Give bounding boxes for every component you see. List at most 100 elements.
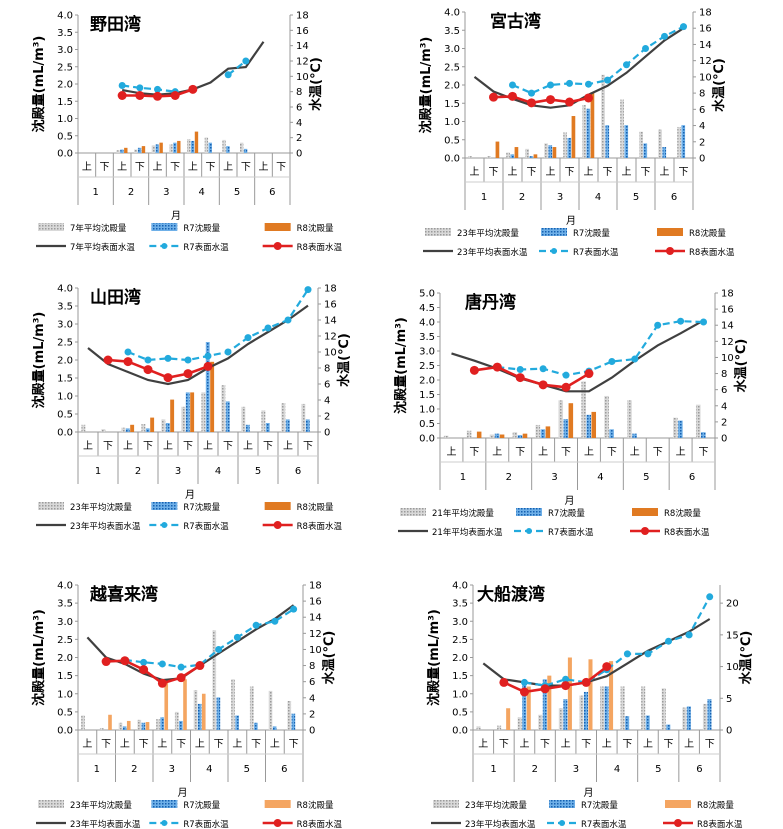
x-tick-label: 下 bbox=[641, 167, 651, 178]
x-tick-label: 上 bbox=[602, 738, 612, 750]
x-tick-label: 下 bbox=[101, 739, 111, 750]
point-r7 bbox=[604, 76, 611, 84]
line-r8 bbox=[107, 358, 209, 379]
bar-r7 bbox=[216, 697, 221, 730]
x-tick-label: 上 bbox=[538, 446, 548, 458]
point-r7 bbox=[706, 593, 714, 601]
bar-r7 bbox=[563, 419, 569, 438]
tick-label-right: 10 bbox=[324, 348, 337, 359]
point-r7 bbox=[204, 352, 212, 360]
point-r8 bbox=[565, 97, 574, 107]
tick-label-right: 4 bbox=[699, 121, 705, 132]
chart-title: 唐丹湾 bbox=[465, 292, 516, 313]
x-tick-label: 下 bbox=[139, 739, 149, 750]
legend-avg-bar-swatch bbox=[38, 223, 64, 231]
x-tick-label: 下 bbox=[561, 447, 571, 458]
bar-avg bbox=[261, 410, 266, 432]
bar-r7 bbox=[305, 419, 310, 432]
bar-r7 bbox=[265, 423, 270, 432]
month-label: 2 bbox=[519, 192, 525, 203]
bar-r7 bbox=[510, 154, 515, 158]
bar-avg bbox=[535, 424, 541, 438]
tick-label-left: 1.0 bbox=[57, 689, 73, 700]
bar-r8 bbox=[567, 657, 572, 730]
legend-avg-line-label: 23年平均表面水温 bbox=[70, 521, 141, 532]
bar-avg bbox=[201, 392, 206, 432]
legend-r8-bar-swatch bbox=[264, 800, 291, 808]
tick-label-left: 4.0 bbox=[452, 581, 468, 592]
legend-r7-bar-swatch bbox=[151, 800, 178, 808]
bar-avg bbox=[174, 711, 179, 730]
tick-label-left: 0.5 bbox=[444, 135, 460, 146]
point-r7 bbox=[665, 637, 673, 645]
tick-label-left: 0.0 bbox=[444, 154, 460, 165]
month-label: 2 bbox=[135, 466, 141, 477]
bar-r8 bbox=[145, 722, 150, 730]
bar-r7 bbox=[179, 720, 183, 730]
bar-r7 bbox=[272, 726, 277, 730]
tick-label-right: 18 bbox=[296, 11, 309, 22]
legend-r8-bar-swatch bbox=[264, 502, 291, 510]
chart-svg: 0.00.51.01.52.02.53.03.54.00246810121416… bbox=[31, 581, 342, 829]
line-r7 bbox=[122, 60, 247, 93]
tick-label-right: 2 bbox=[699, 137, 705, 148]
bar-avg bbox=[240, 142, 244, 153]
legend-r7-line-label: R7表面水温 bbox=[183, 242, 229, 253]
tick-label-left: 2.5 bbox=[419, 361, 435, 372]
bar-r7 bbox=[190, 140, 195, 153]
point-r8 bbox=[163, 373, 173, 383]
bar-r7 bbox=[563, 699, 568, 730]
legend-avg-line-label: 23年平均表面水温 bbox=[457, 247, 528, 258]
tick-label-left: 3.0 bbox=[452, 617, 468, 628]
legend-r7-bar-label: R7沈殿量 bbox=[548, 508, 585, 519]
x-axis-title: 月 bbox=[584, 787, 594, 799]
bar-avg bbox=[121, 427, 126, 432]
bar-avg bbox=[563, 132, 567, 158]
bar-r8 bbox=[150, 417, 155, 432]
legend-r8-bar-label: R8沈殿量 bbox=[664, 508, 701, 519]
x-tick-label: 下 bbox=[143, 441, 153, 452]
point-r8 bbox=[153, 91, 162, 101]
point-r7 bbox=[118, 82, 126, 90]
tick-label-left: 2.0 bbox=[452, 653, 468, 664]
x-tick-label: 上 bbox=[270, 738, 280, 750]
legend-r8-line-marker bbox=[674, 819, 682, 827]
bar-avg bbox=[151, 145, 156, 153]
point-r8 bbox=[170, 91, 180, 100]
bar-avg bbox=[639, 131, 643, 158]
point-r7 bbox=[680, 23, 687, 31]
bar-avg bbox=[579, 695, 584, 730]
bar-r8 bbox=[609, 661, 614, 730]
month-label: 5 bbox=[655, 764, 661, 775]
x-tick-label: 下 bbox=[103, 441, 113, 452]
chart-svg: 0.00.51.01.52.02.53.03.54.005101520沈殿量(m… bbox=[426, 581, 754, 829]
point-r7 bbox=[124, 348, 132, 356]
month-label: 5 bbox=[633, 192, 639, 203]
x-tick-label: 下 bbox=[214, 739, 224, 750]
bar-avg bbox=[489, 434, 495, 438]
month-label: 1 bbox=[460, 472, 466, 483]
bar-avg bbox=[582, 105, 586, 158]
month-label: 1 bbox=[92, 187, 98, 198]
point-r7 bbox=[144, 356, 152, 364]
bar-avg bbox=[512, 432, 518, 438]
x-tick-label: 下 bbox=[679, 167, 689, 178]
bar-r7 bbox=[586, 414, 591, 438]
month-label: 4 bbox=[595, 192, 601, 203]
legend-r8-line-label: R8表面水温 bbox=[697, 819, 743, 829]
bar-r7 bbox=[291, 713, 296, 730]
chart-title: 宮古湾 bbox=[490, 11, 541, 32]
month-label: 5 bbox=[643, 472, 649, 483]
tick-label-left: 1.0 bbox=[419, 405, 435, 416]
tick-label-right: 10 bbox=[726, 662, 739, 673]
point-r8 bbox=[584, 369, 594, 379]
tick-label-right: 14 bbox=[721, 321, 734, 332]
bar-avg bbox=[581, 381, 586, 438]
x-tick-label: 上 bbox=[684, 738, 694, 750]
legend-avg-bar-label: 21年平均沈殿量 bbox=[432, 508, 494, 519]
tick-label-right: 0 bbox=[699, 154, 705, 165]
bar-r8 bbox=[588, 659, 593, 730]
bar-r8 bbox=[533, 154, 538, 158]
legend-r8-bar-label: R8沈殿量 bbox=[297, 800, 334, 811]
point-r8 bbox=[139, 665, 149, 675]
